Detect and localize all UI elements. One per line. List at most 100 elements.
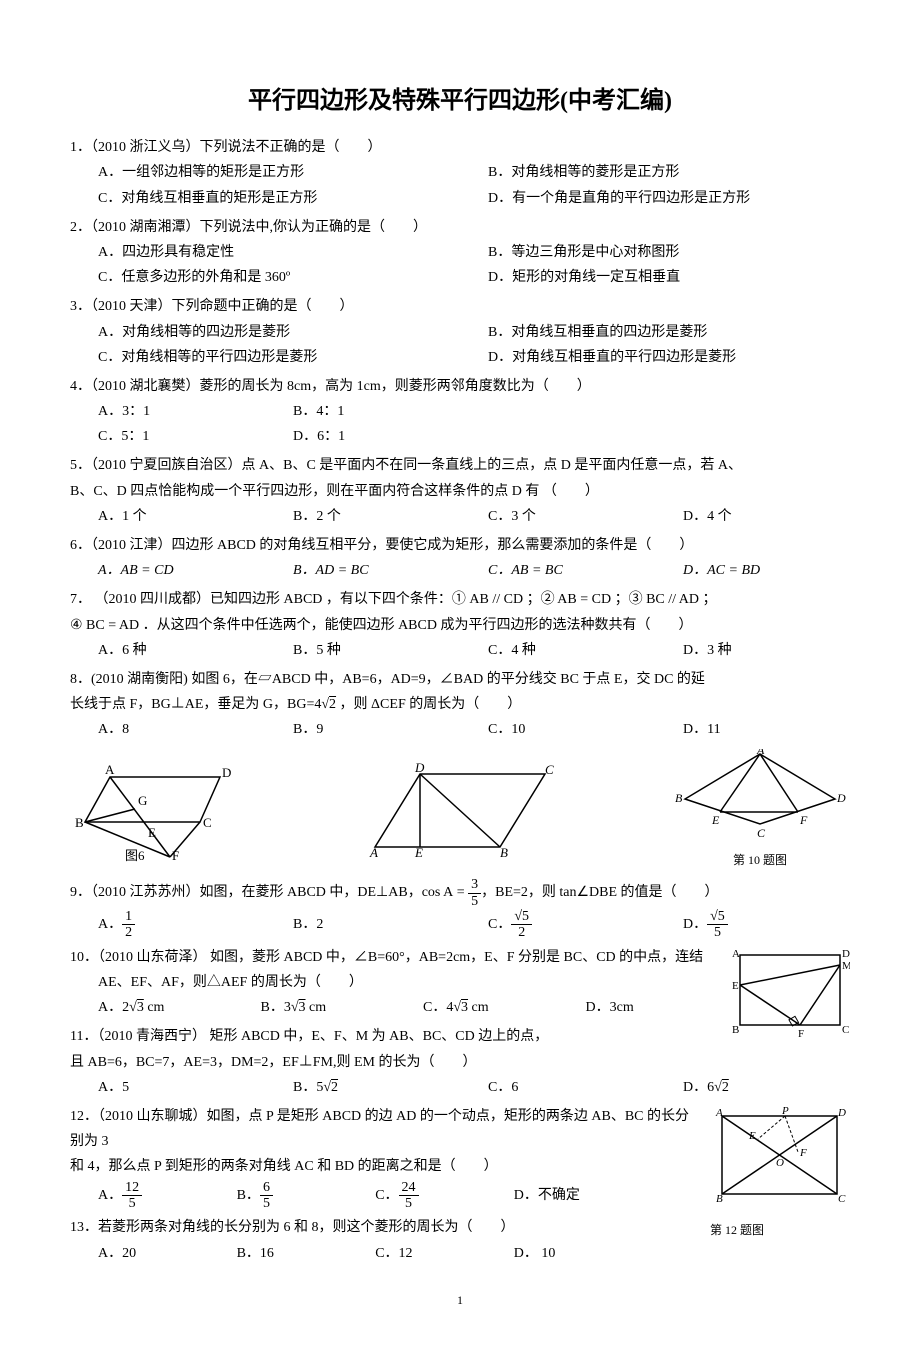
svg-text:O: O <box>776 1157 784 1169</box>
q5-opt-b: B．2 个 <box>265 504 460 529</box>
svg-text:C: C <box>545 762 554 777</box>
q10-opt-d: D．3cm <box>558 995 721 1020</box>
svg-text:D: D <box>836 791 846 805</box>
q1-opt-c: C．对角线互相垂直的矩形是正方形 <box>70 186 460 211</box>
svg-text:B: B <box>75 815 84 830</box>
svg-text:D: D <box>842 948 850 960</box>
q6-opt-d: D．AC = BD <box>655 558 850 583</box>
q6-opt-b: B．AD = BC <box>265 558 460 583</box>
svg-text:B: B <box>716 1193 723 1205</box>
q1-stem: 1．（2010 浙江义乌）下列说法不正确的是（ ） <box>70 135 850 160</box>
q13-opt-d: D． 10 <box>486 1241 625 1266</box>
q3-opt-a: A．对角线相等的四边形是菱形 <box>70 320 460 345</box>
page-number: 1 <box>70 1290 850 1312</box>
svg-text:E: E <box>414 845 423 860</box>
question-9: 9．（2010 江苏苏州）如图，在菱形 ABCD 中，DE⊥AB，cos A =… <box>70 877 850 941</box>
q1-opt-a: A．一组邻边相等的矩形是正方形 <box>70 160 460 185</box>
q13-opt-a: A．20 <box>70 1241 209 1266</box>
svg-text:A: A <box>369 845 378 860</box>
figure-10-svg: A B C D E F <box>670 749 850 839</box>
q10-opt-c: C．4√3 cm <box>395 995 558 1020</box>
q13-opt-b: B．16 <box>209 1241 348 1266</box>
q9-opt-d: D．√55 <box>655 909 850 941</box>
q4-opt-b: B．4：1 <box>265 399 460 424</box>
svg-text:E: E <box>748 1130 756 1142</box>
q8-opt-c: C．10 <box>460 717 655 742</box>
q8-opt-b: B．9 <box>265 717 460 742</box>
q2-opt-a: A．四边形具有稳定性 <box>70 240 460 265</box>
q7-opt-b: B．5 种 <box>265 638 460 663</box>
q5-stem2: B、C、D 四点恰能构成一个平行四边形，则在平面内符合这样条件的点 D 有 （ … <box>70 479 850 504</box>
svg-text:F: F <box>799 1147 807 1159</box>
question-3: 3．（2010 天津）下列命题中正确的是（ ） A．对角线相等的四边形是菱形 B… <box>70 294 850 370</box>
svg-text:C: C <box>838 1193 846 1205</box>
q3-opt-b: B．对角线互相垂直的四边形是菱形 <box>460 320 850 345</box>
svg-text:P: P <box>781 1105 789 1117</box>
q2-opt-d: D．矩形的对角线一定互相垂直 <box>460 265 850 290</box>
q3-opt-d: D．对角线互相垂直的平行四边形是菱形 <box>460 345 850 370</box>
q11-opt-d: D．6√2 <box>655 1075 850 1100</box>
q3-opt-c: C．对角线相等的平行四边形是菱形 <box>70 345 460 370</box>
svg-text:E: E <box>711 813 720 827</box>
q7-opt-d: D．3 种 <box>655 638 850 663</box>
q12-opt-a: A．125 <box>70 1180 209 1212</box>
q7-opt-a: A．6 种 <box>70 638 265 663</box>
svg-text:C: C <box>203 815 212 830</box>
svg-text:G: G <box>138 793 147 808</box>
figure-10-caption: 第 10 题图 <box>670 850 850 872</box>
figure-11-svg: A B C D E F M <box>730 945 850 1040</box>
svg-text:C: C <box>757 826 766 839</box>
q10-opt-b: B．3√3 cm <box>233 995 396 1020</box>
q11-opt-b: B．5√2 <box>265 1075 460 1100</box>
question-8: 8．(2010 湖南衡阳) 如图 6，在▱ABCD 中，AB=6，AD=9，∠B… <box>70 667 850 743</box>
svg-text:F: F <box>799 813 808 827</box>
q12-opt-d: D．不确定 <box>486 1183 625 1208</box>
q12-opt-b: B．65 <box>209 1180 348 1212</box>
q12-opt-c: C．245 <box>347 1180 486 1212</box>
figure-10: A B C D E F 第 10 题图 <box>670 749 850 872</box>
q1-opt-b: B．对角线相等的菱形是正方形 <box>460 160 850 185</box>
q8-opt-d: D．11 <box>655 717 850 742</box>
question-4: 4．（2010 湖北襄樊）菱形的周长为 8cm，高为 1cm，则菱形两邻角度数比… <box>70 374 850 450</box>
q7-stem2: ④ BC = AD ．从这四个条件中任选两个，能使四边形 ABCD 成为平行四边… <box>70 613 850 638</box>
svg-text:E: E <box>148 825 156 840</box>
figure-12-svg: A B C D E F O P <box>710 1104 850 1209</box>
svg-text:D: D <box>837 1107 846 1119</box>
q8-stem1: 8．(2010 湖南衡阳) 如图 6，在▱ABCD 中，AB=6，AD=9，∠B… <box>70 667 850 692</box>
question-7: 7． （2010 四川成都）已知四边形 ABCD ，有以下四个条件：① AB /… <box>70 587 850 663</box>
figures-row-1: A B C D E F G 图6 A B C D E A B <box>70 749 850 872</box>
figure-8: A B C D E F G 图6 <box>70 762 250 871</box>
q4-stem: 4．（2010 湖北襄樊）菱形的周长为 8cm，高为 1cm，则菱形两邻角度数比… <box>70 374 850 399</box>
svg-text:图6: 图6 <box>125 848 145 862</box>
q4-opt-c: C．5：1 <box>70 424 265 449</box>
svg-text:D: D <box>414 762 425 775</box>
figure-8-svg: A B C D E F G 图6 <box>70 762 250 862</box>
q9-opt-a: A．12 <box>70 909 265 941</box>
q9-opt-b: B．2 <box>265 912 460 937</box>
svg-text:E: E <box>732 980 739 992</box>
q13-opt-c: C．12 <box>347 1241 486 1266</box>
document-title: 平行四边形及特殊平行四边形(中考汇编) <box>70 80 850 123</box>
q11-opt-a: A．5 <box>70 1075 265 1100</box>
q6-opt-c: C．AB = BC <box>460 558 655 583</box>
q6-opt-a: A．AB = CD <box>70 558 265 583</box>
q8-stem2: 长线于点 F，BG⊥AE，垂足为 G，BG=4√2 ，则 ΔCEF 的周长为（ … <box>70 692 850 717</box>
q4-opt-a: A．3：1 <box>70 399 265 424</box>
q9-opt-c: C．√52 <box>460 909 655 941</box>
q7-stem1: 7． （2010 四川成都）已知四边形 ABCD ，有以下四个条件：① AB /… <box>70 587 850 612</box>
svg-text:A: A <box>732 948 740 960</box>
svg-text:B: B <box>500 845 508 860</box>
q2-stem: 2．（2010 湖南湘潭）下列说法中,你认为正确的是（ ） <box>70 215 850 240</box>
q5-opt-a: A．1 个 <box>70 504 265 529</box>
figure-12: A B C D E F O P 第 12 题图 <box>710 1104 850 1242</box>
question-2: 2．（2010 湖南湘潭）下列说法中,你认为正确的是（ ） A．四边形具有稳定性… <box>70 215 850 291</box>
q2-opt-b: B．等边三角形是中心对称图形 <box>460 240 850 265</box>
figure-12-caption: 第 12 题图 <box>710 1220 850 1242</box>
svg-text:A: A <box>105 762 115 777</box>
q6-stem: 6．（2010 江津）四边形 ABCD 的对角线互相平分，要使它成为矩形，那么需… <box>70 533 850 558</box>
q11-opt-c: C．6 <box>460 1075 655 1100</box>
svg-text:F: F <box>798 1028 804 1040</box>
q10-opt-a: A．2√3 cm <box>70 995 233 1020</box>
q7-opt-c: C．4 种 <box>460 638 655 663</box>
svg-text:A: A <box>715 1107 723 1119</box>
